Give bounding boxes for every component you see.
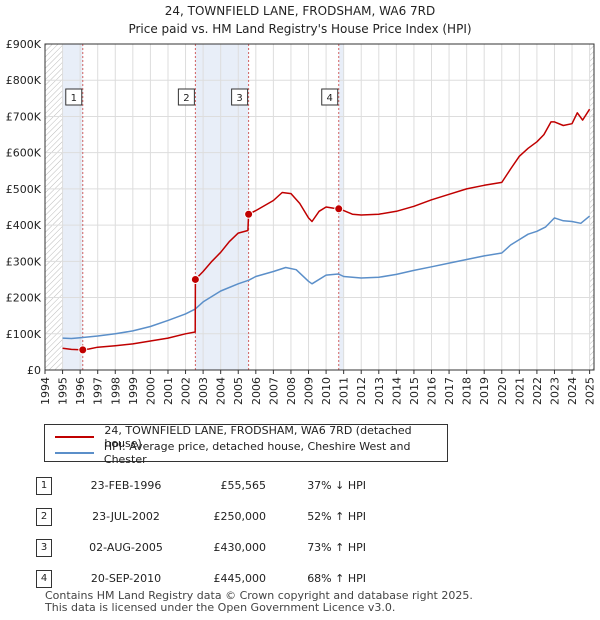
- chart-title: 24, TOWNFIELD LANE, FRODSHAM, WA6 7RD: [165, 4, 435, 18]
- sale-number-badge: 1: [36, 476, 52, 495]
- x-tick-label: 2014: [390, 377, 403, 405]
- x-tick-label: 2017: [443, 377, 456, 405]
- legend-item-property: 24, TOWNFIELD LANE, FRODSHAM, WA6 7RD (d…: [55, 424, 447, 450]
- sale-point: [244, 209, 254, 219]
- x-tick-label: 2002: [180, 377, 193, 405]
- table-row: 2 23-JUL-2002 £250,000 52% ↑ HPI: [36, 501, 366, 532]
- sale-label-box: [177, 88, 195, 106]
- x-tick-label: 1995: [57, 377, 70, 405]
- y-tick-label: £600K: [6, 147, 42, 160]
- x-tick-label: 2013: [373, 377, 386, 405]
- footer-licence: This data is licensed under the Open Gov…: [45, 601, 396, 614]
- x-tick-label: 2023: [548, 377, 561, 405]
- x-tick-label: 1996: [74, 377, 87, 405]
- sale-date: 23-FEB-1996: [90, 479, 162, 492]
- sale-date: 20-SEP-2010: [90, 572, 162, 585]
- shaded-region: [62, 44, 83, 370]
- table-row: 3 02-AUG-2005 £430,000 73% ↑ HPI: [36, 532, 366, 563]
- x-tick-label: 2024: [566, 377, 579, 405]
- x-tick-label: 2012: [355, 377, 368, 405]
- x-tick-label: 2007: [267, 377, 280, 405]
- x-tick-label: 2005: [232, 377, 245, 405]
- sales-table: 1 23-FEB-1996 £55,565 37% ↓ HPI 2 23-JUL…: [36, 470, 366, 594]
- hatched-region: [45, 44, 63, 370]
- x-tick-label: 2022: [531, 377, 544, 405]
- x-tick-label: 2020: [496, 377, 509, 405]
- x-tick-label: 1999: [127, 377, 140, 405]
- y-tick-label: £900K: [6, 38, 42, 51]
- sale-date: 02-AUG-2005: [89, 541, 163, 554]
- plot-area: [45, 44, 594, 370]
- sale-hpi-diff: 52% ↑ HPI: [307, 510, 366, 523]
- y-tick-label: £700K: [6, 110, 42, 123]
- x-tick-label: 2004: [215, 377, 228, 405]
- legend-label-hpi: HPI: Average price, detached house, Ches…: [103, 440, 411, 466]
- x-tick-label: 2008: [285, 377, 298, 405]
- legend: 24, TOWNFIELD LANE, FRODSHAM, WA6 7RD (d…: [44, 424, 448, 466]
- sale-price: £445,000: [213, 572, 267, 585]
- sale-label: 3: [236, 93, 242, 104]
- x-tick-label: 2021: [513, 377, 526, 405]
- x-tick-label: 2003: [197, 377, 210, 405]
- sale-point: [190, 274, 200, 284]
- sale-hpi-diff: 37% ↓ HPI: [307, 479, 366, 492]
- footer: Contains HM Land Registry data © Crown c…: [45, 590, 473, 614]
- table-row: 4 20-SEP-2010 £445,000 68% ↑ HPI: [36, 563, 366, 594]
- x-tick-label: 2001: [162, 377, 175, 405]
- footer-copyright: Contains HM Land Registry data © Crown c…: [45, 589, 473, 602]
- x-tick-label: 2000: [144, 377, 157, 405]
- price-chart: 24, TOWNFIELD LANE, FRODSHAM, WA6 7RD Pr…: [6, 4, 597, 405]
- sale-number-badge: 2: [36, 507, 52, 526]
- sale-hpi-diff: 73% ↑ HPI: [307, 541, 366, 554]
- sale-date: 23-JUL-2002: [92, 510, 160, 523]
- x-tick-label: 2011: [338, 377, 351, 405]
- table-row: 1 23-FEB-1996 £55,565 37% ↓ HPI: [36, 470, 366, 501]
- y-tick-label: £800K: [6, 74, 42, 87]
- x-tick-label: 1994: [39, 377, 52, 405]
- x-tick-label: 1998: [109, 377, 122, 405]
- y-tick-label: £100K: [6, 328, 42, 341]
- x-tick-label: 2009: [303, 377, 316, 405]
- y-tick-label: £500K: [6, 183, 42, 196]
- sale-label-box: [321, 88, 339, 106]
- y-tick-label: £0: [27, 364, 41, 377]
- x-tick-label: 2016: [425, 377, 438, 405]
- sale-label-box: [231, 88, 249, 106]
- plot-border: [44, 43, 595, 371]
- x-tick-label: 2010: [320, 377, 333, 405]
- y-tick-label: £400K: [6, 219, 42, 232]
- sale-price: £55,565: [220, 479, 267, 492]
- x-tick-label: 2019: [478, 377, 491, 405]
- sale-point: [334, 204, 344, 214]
- sale-number-badge: 4: [36, 569, 52, 588]
- sale-hpi-diff: 68% ↑ HPI: [307, 572, 366, 585]
- sale-label: 2: [183, 93, 189, 104]
- hatched-region: [589, 44, 594, 370]
- property-price-line: [62, 108, 591, 351]
- x-tick-label: 2006: [250, 377, 263, 405]
- legend-item-hpi: HPI: Average price, detached house, Ches…: [55, 440, 447, 466]
- x-tick-label: 1997: [92, 377, 105, 405]
- y-tick-label: £300K: [6, 255, 42, 268]
- x-tick-label: 2025: [584, 377, 597, 405]
- sale-price: £250,000: [213, 510, 267, 523]
- chart-subtitle: Price paid vs. HM Land Registry's House …: [128, 22, 471, 36]
- hpi-line: [62, 215, 591, 340]
- legend-swatch-hpi: [55, 452, 94, 454]
- legend-swatch-property: [55, 436, 95, 438]
- legend-label-property: 24, TOWNFIELD LANE, FRODSHAM, WA6 7RD (d…: [104, 424, 412, 450]
- sale-label: 1: [71, 93, 77, 104]
- x-tick-label: 2015: [408, 377, 421, 405]
- sale-label: 4: [327, 93, 333, 104]
- x-tick-label: 2018: [461, 377, 474, 405]
- sale-number-badge: 3: [36, 538, 52, 557]
- y-tick-label: £200K: [6, 292, 42, 305]
- sale-label-box: [65, 88, 83, 106]
- sale-point: [78, 345, 88, 355]
- sale-price: £430,000: [213, 541, 267, 554]
